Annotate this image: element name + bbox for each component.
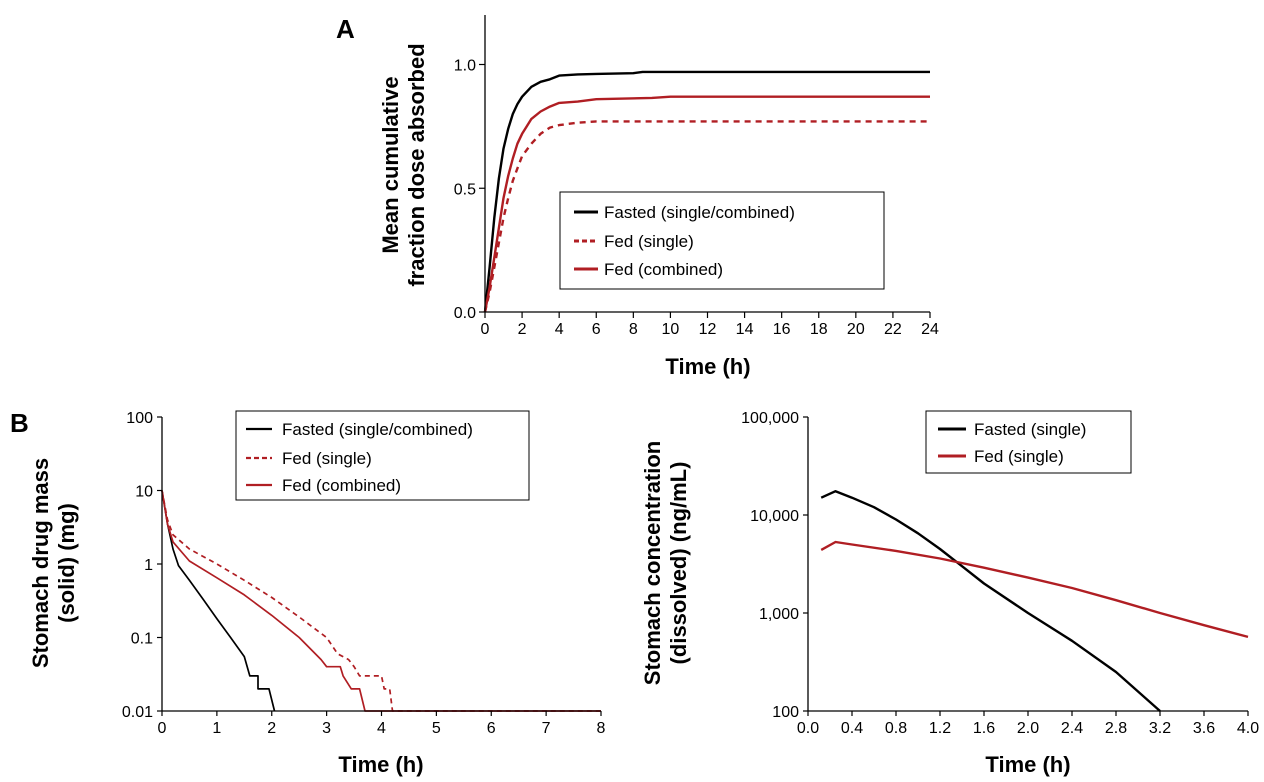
series-line-1 [820, 540, 1249, 639]
x-tick-label: 4.0 [1237, 720, 1259, 737]
series-line-0 [161, 490, 276, 712]
x-tick-label: 4 [555, 321, 564, 338]
x-tick-label: 6 [592, 321, 601, 338]
x-tick-label: 8 [629, 321, 638, 338]
x-tick-label: 1 [212, 720, 221, 737]
panel-a-label: A [336, 14, 355, 44]
x-tick-label: 3.6 [1193, 720, 1215, 737]
chart-b-left-y-axis-label: Stomach drug mass (solid) (mg) [28, 458, 79, 668]
legend-label-fed-combined: Fed (combined) [282, 476, 401, 495]
x-tick-label: 7 [542, 720, 551, 737]
chart-b-right-ylabel-line2: (dissolved) (ng/mL) [666, 462, 691, 665]
y-tick-label: 100,000 [741, 410, 799, 427]
series-line-0 [483, 70, 930, 313]
chart-b-right: 0.0 0.4 0.8 1.2 1.6 2.0 2.4 2.8 3.2 3.6 4.0 100 1,00… [640, 410, 1259, 777]
x-tick-label: 2.4 [1061, 720, 1083, 737]
chart-a-series [483, 70, 930, 313]
legend-label-fed-combined: Fed (combined) [604, 260, 723, 279]
chart-b-right-xlabel: Time (h) [985, 752, 1070, 777]
x-tick-label: 2.0 [1017, 720, 1039, 737]
x-tick-label: 24 [921, 321, 939, 338]
y-tick-label: 10 [135, 484, 153, 501]
x-tick-label: 1.6 [973, 720, 995, 737]
x-tick-label: 20 [847, 321, 865, 338]
x-tick-label: 18 [810, 321, 828, 338]
x-tick-label: 0.0 [797, 720, 819, 737]
chart-a: 0 2 4 6 8 10 12 14 16 18 20 22 240.00.51.0 Mean cumu… [378, 15, 939, 379]
x-tick-label: 8 [597, 720, 606, 737]
x-tick-label: 3.2 [1149, 720, 1171, 737]
chart-b-right-axes: 0.0 0.4 0.8 1.2 1.6 2.0 2.4 2.8 3.2 3.6 4.0 100 1,00… [741, 410, 1259, 737]
chart-b-left-xlabel: Time (h) [338, 752, 423, 777]
x-tick-label: 14 [736, 321, 754, 338]
x-tick-label: 2.8 [1105, 720, 1127, 737]
legend-box [925, 410, 1132, 474]
series-line-1 [161, 490, 601, 712]
chart-a-ylabel-line2: fraction dose absorbed [404, 43, 429, 286]
x-tick-label: 0.8 [885, 720, 907, 737]
chart-b-left: 0 1 2 3 4 5 6 7 8 0.01 0.1 1 10 100 Stomach drug mass… [28, 410, 606, 777]
x-tick-label: 2 [518, 321, 527, 338]
chart-b-left-legend: Fasted (single/combined) Fed (single) Fe… [235, 410, 530, 501]
y-tick-label: 1.0 [454, 58, 476, 75]
x-tick-label: 2 [267, 720, 276, 737]
y-tick-label: 1,000 [759, 606, 799, 623]
x-tick-label: 1.2 [929, 720, 951, 737]
x-tick-label: 4 [377, 720, 386, 737]
y-tick-label: 10,000 [750, 508, 799, 525]
chart-b-right-y-axis-label: Stomach concentration (dissolved) (ng/mL… [640, 441, 691, 685]
y-tick-label: 0.5 [454, 181, 476, 198]
chart-b-right-legend: Fasted (single) Fed (single) [925, 410, 1132, 474]
chart-b-left-ylabel-line2: (solid) (mg) [54, 503, 79, 623]
x-tick-label: 22 [884, 321, 902, 338]
legend-label-fed-single: Fed (single) [604, 232, 694, 251]
series-line-0 [820, 490, 1161, 712]
y-tick-label: 100 [772, 704, 799, 721]
legend-label-fasted: Fasted (single/combined) [282, 420, 473, 439]
legend-box [559, 191, 885, 290]
x-tick-label: 16 [773, 321, 791, 338]
chart-a-y-axis-label: Mean cumulative fraction dose absorbed [378, 43, 429, 286]
legend-box [235, 410, 530, 501]
legend-label-fed: Fed (single) [974, 447, 1064, 466]
y-tick-label: 0.01 [122, 704, 153, 721]
legend-label-fed-single: Fed (single) [282, 449, 372, 468]
x-tick-label: 0 [481, 321, 490, 338]
chart-b-left-axes: 0 1 2 3 4 5 6 7 8 0.01 0.1 1 10 100 [122, 410, 606, 737]
chart-a-axes: 0 2 4 6 8 10 12 14 16 18 20 22 240.00.51.0 [454, 15, 939, 338]
x-tick-label: 0 [158, 720, 167, 737]
series-line-1 [483, 120, 930, 313]
x-tick-label: 12 [699, 321, 717, 338]
chart-b-left-ylabel-line1: Stomach drug mass [28, 458, 53, 668]
x-tick-label: 3 [322, 720, 331, 737]
x-tick-label: 6 [487, 720, 496, 737]
y-tick-label: 0.1 [131, 631, 153, 648]
chart-b-right-series [820, 490, 1249, 712]
x-tick-label: 0.4 [841, 720, 863, 737]
series-line-2 [161, 490, 601, 712]
legend-label-fasted: Fasted (single) [974, 420, 1086, 439]
x-tick-label: 5 [432, 720, 441, 737]
chart-a-legend: Fasted (single/combined) Fed (single) Fe… [559, 191, 885, 290]
x-tick-label: 10 [662, 321, 680, 338]
chart-b-right-ylabel-line1: Stomach concentration [640, 441, 665, 685]
chart-a-xlabel: Time (h) [665, 354, 750, 379]
series-line-2 [483, 95, 930, 313]
panel-b-label: B [10, 408, 29, 438]
chart-a-ylabel-line1: Mean cumulative [378, 76, 403, 253]
y-tick-label: 0.0 [454, 305, 476, 322]
y-tick-label: 1 [144, 557, 153, 574]
y-tick-label: 100 [126, 410, 153, 427]
chart-b-left-series [161, 490, 601, 712]
legend-label-fasted: Fasted (single/combined) [604, 203, 795, 222]
